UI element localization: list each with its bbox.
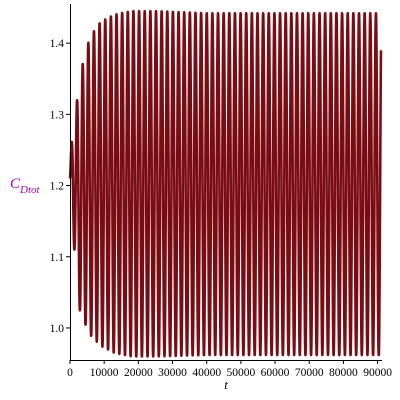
series-line xyxy=(68,9,383,358)
y-axis-label-main: C xyxy=(10,176,21,192)
y-tick-label: 1.2 xyxy=(50,181,65,193)
y-tick-label: 1.0 xyxy=(50,323,65,335)
y-axis-label: CDtot xyxy=(10,176,41,196)
x-tick-label: 20000 xyxy=(124,367,153,379)
y-tick-label: 1.3 xyxy=(50,109,65,121)
x-axis-label: t xyxy=(224,377,228,392)
x-tick-label: 60000 xyxy=(261,367,290,379)
x-tick-label: 90000 xyxy=(363,367,392,379)
x-tick-label: 10000 xyxy=(90,367,119,379)
x-tick-label: 30000 xyxy=(158,367,187,379)
x-tick-label: 70000 xyxy=(295,367,324,379)
x-tick-label: 50000 xyxy=(227,367,256,379)
x-ticks: 0 10000 20000 30000 40000 50000 60000 70000 8000… xyxy=(67,360,392,379)
y-tick-label: 1.4 xyxy=(50,38,65,50)
x-tick-label: 80000 xyxy=(329,367,358,379)
y-tick-label: 1.1 xyxy=(50,252,65,264)
series-layer xyxy=(68,9,383,358)
y-axis-label-subscript: Dtot xyxy=(19,184,41,196)
x-tick-label: 40000 xyxy=(192,367,221,379)
x-tick-label: 0 xyxy=(67,367,73,379)
y-ticks: 1.0 1.1 1.2 1.3 1.4 xyxy=(50,38,70,335)
